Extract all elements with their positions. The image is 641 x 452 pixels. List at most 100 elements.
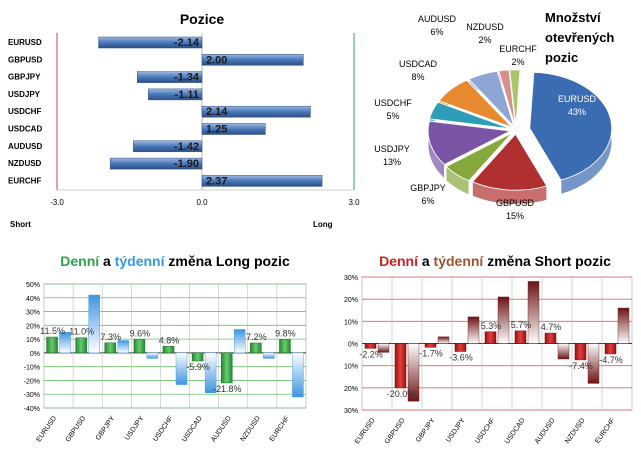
pozice-bar [148, 88, 203, 101]
weekly-bar [146, 352, 159, 359]
x-category-label: USDCAD [504, 417, 527, 445]
y-tick-label: -40% [24, 406, 40, 413]
y-tick-label: -30% [24, 392, 40, 399]
daily-value-label: -20.0% [387, 389, 416, 399]
pie-label-name-usdjpy: USDJPY [374, 144, 410, 154]
daily-bar [394, 343, 407, 389]
x-category-label: USDJPY [124, 415, 146, 442]
pie-label-pct-eurusd: 43% [568, 107, 586, 117]
y-tick-label: 40% [26, 296, 40, 303]
y-tick-label: -20% [24, 378, 40, 385]
daily-value-label: -5.9% [186, 362, 210, 372]
mnozstvi-pie-chart: Množství otevřených pozic EURUSD 43% GBPUS… [374, 10, 614, 221]
pozice-value-label: 1.25 [206, 124, 227, 136]
pie-slice-usdchf [429, 101, 511, 130]
x-category-label: GBPUSD [384, 417, 407, 445]
pozice-value-label: -1.11 [175, 89, 199, 101]
pozice-value-label: -1.34 [174, 72, 200, 84]
title-part: týdenní [115, 253, 166, 269]
title-part: a [418, 253, 434, 269]
x-category-label: AUDUSD [210, 415, 233, 443]
pozice-pair-label: USDCAD [8, 125, 42, 134]
x-category-label: USDCHF [474, 417, 496, 445]
title-part: změna Short pozic [483, 253, 611, 269]
weekly-bar [527, 281, 540, 344]
short-change-chart: Denní a týdenní změna Short pozic 30% 20%… [344, 253, 633, 445]
daily-value-label: -21.8% [213, 384, 242, 394]
daily-bar [544, 332, 557, 344]
x-category-label: NZDUSD [564, 417, 586, 445]
long-change-title: Denní a týdenní změna Long pozic [60, 253, 290, 269]
pozice-value-label: 2.00 [206, 54, 227, 66]
pie-label-name-audusd: AUDUSD [418, 14, 457, 24]
pie-slice-audusd [468, 70, 515, 127]
long-change-axes: 50% 40% 30% 20% 10% 0% -10% -20% -30% -40% EURUSD G… [24, 282, 307, 443]
title-part: týdenní [434, 253, 485, 269]
pie-title: Množství otevřených pozic [545, 10, 614, 65]
pie-label-pct-usdchf: 5% [386, 111, 399, 121]
daily-value-label: 5.3% [481, 321, 502, 331]
pozice-bar [109, 157, 203, 170]
y-tick-label: 20% [344, 297, 358, 304]
pie-label-name-nzdusd: NZDUSD [466, 22, 504, 32]
x-category-label: EURUSD [36, 415, 59, 443]
y-tick-label: 20% [26, 323, 40, 330]
y-tick-label: 30% [26, 310, 40, 317]
pie-label-name-gbpusd: GBPUSD [496, 198, 535, 208]
daily-value-label: -4.7% [599, 355, 623, 365]
pozice-value-label: -2.14 [174, 37, 200, 49]
y-tick-label: 10% [344, 364, 358, 371]
pozice-value-label: -1.42 [174, 141, 199, 153]
pie-label-pct-audusd: 6% [430, 27, 443, 37]
pie-slice-eurusd [529, 71, 613, 181]
pozice-pair-label: USDJPY [8, 90, 41, 99]
weekly-bar [292, 352, 304, 398]
daily-bar [484, 331, 497, 344]
pie-slices [427, 69, 613, 205]
daily-value-label: 11.5% [40, 326, 65, 336]
daily-bar [574, 343, 587, 361]
pie-labels: EURUSD 43% GBPUSD 15% GBPJPY 6% USDJPY 13% USDCH… [374, 14, 596, 221]
y-tick-label: -10% [24, 365, 40, 372]
pie-label-pct-eurchf: 2% [511, 57, 524, 67]
daily-value-label: 7.3% [101, 332, 122, 342]
pozice-value-label: 2.37 [206, 175, 227, 187]
daily-value-label: -1.7% [419, 348, 443, 358]
daily-value-label: 5.7% [511, 320, 532, 330]
pie-label-pct-gbpusd: 15% [506, 211, 524, 221]
weekly-bar [587, 343, 600, 384]
pie-label-name-usdchf: USDCHF [374, 98, 412, 108]
x-category-label: EURUSD [354, 417, 377, 445]
weekly-bar [175, 352, 188, 385]
x-category-label: USDJPY [445, 417, 467, 444]
daily-value-label: 9.6% [130, 329, 151, 339]
pozice-bar [98, 36, 203, 49]
daily-value-label: -2.2% [359, 349, 383, 359]
y-tick-label: 20% [344, 386, 358, 393]
daily-bar [220, 352, 233, 384]
daily-bar [46, 336, 58, 354]
pozice-tick-label: -3.0 [50, 198, 64, 207]
long-label: Long [313, 220, 333, 229]
pie-label-pct-gbpjpy: 6% [421, 196, 434, 206]
pie-slice-gbpjpy [445, 132, 513, 182]
pozice-pair-label: EURUSD [8, 38, 42, 47]
x-category-label: GBPUSD [65, 415, 88, 443]
pie-label-name-usdcad: USDCAD [399, 59, 438, 69]
daily-bar [162, 346, 175, 354]
pie-slice-usdcad [438, 79, 512, 128]
daily-bar [133, 339, 146, 354]
pozice-pair-label: GBPJPY [8, 73, 41, 82]
short-change-bars [364, 281, 630, 402]
weekly-bar [467, 316, 480, 344]
daily-bar [514, 330, 527, 344]
weekly-bar [437, 336, 450, 344]
pozice-value-label: -1.90 [174, 158, 199, 170]
long-change-labels: 11.5% 11.0% 7.3% 9.6% 4.8% -5.9% -21.8% 7.2% 9.8… [40, 326, 296, 394]
x-category-label: NZDUSD [240, 415, 262, 443]
short-change-title: Denní a týdenní změna Short pozic [379, 253, 611, 269]
x-category-label: GBPJPY [95, 415, 117, 442]
pie-label-name-eurchf: EURCHF [499, 44, 537, 54]
x-category-label: EURCHF [269, 415, 291, 443]
y-tick-label: 10% [344, 319, 358, 326]
